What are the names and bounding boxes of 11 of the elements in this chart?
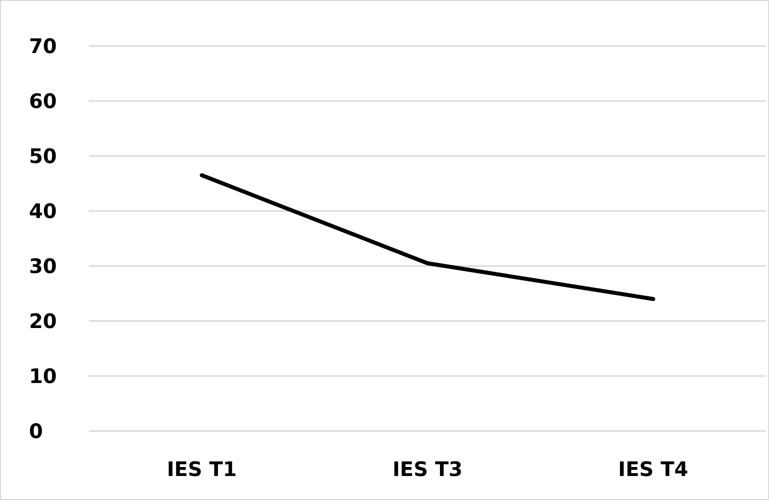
y-tick-label: 50	[29, 144, 57, 168]
x-tick-label: IES T1	[166, 457, 237, 481]
y-tick-label: 0	[29, 419, 43, 443]
x-tick-label: IES T4	[618, 457, 688, 481]
y-tick-label: 10	[29, 364, 57, 388]
y-tick-label: 20	[29, 309, 57, 333]
x-tick-label: IES T3	[392, 457, 463, 481]
y-tick-label: 70	[29, 34, 57, 58]
y-tick-label: 40	[29, 199, 57, 223]
y-tick-label: 60	[29, 89, 57, 113]
y-tick-label: 30	[29, 254, 57, 278]
